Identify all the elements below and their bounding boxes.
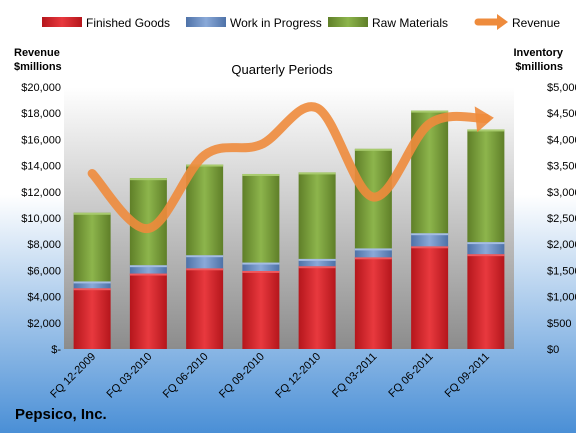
- work-in-progress-bar: [411, 233, 449, 247]
- finished-goods-bar-top-edge: [242, 270, 280, 273]
- left-axis-tick-label: $4,000: [27, 292, 61, 304]
- work-in-progress-bar: [186, 255, 224, 269]
- left-axis-tick-label: $8,000: [27, 239, 61, 251]
- left-axis-title-line2: $millions: [14, 61, 62, 73]
- left-axis-tick-label: $14,000: [21, 161, 61, 173]
- raw-materials-bar-top-edge: [467, 129, 505, 132]
- legend: Finished Goods Work in Progress Raw Materi…: [42, 14, 560, 30]
- raw-materials-bar: [298, 172, 336, 259]
- finished-goods-bar: [298, 266, 336, 349]
- right-axis-tick-label: $3,000: [547, 187, 576, 199]
- legend-raw-materials-swatch: [328, 17, 368, 27]
- left-axis-tick-label: $18,000: [21, 108, 61, 120]
- work-in-progress-bar: [242, 262, 280, 271]
- work-in-progress-bar-top-edge: [186, 255, 224, 258]
- finished-goods-bar-top-edge: [354, 257, 392, 260]
- chart-subtitle: Quarterly Periods: [231, 62, 333, 77]
- left-axis-tick-label: $2,000: [27, 318, 61, 330]
- finished-goods-bar-top-edge: [298, 266, 336, 269]
- work-in-progress-bar: [129, 265, 167, 274]
- raw-materials-bar-top-edge: [411, 110, 449, 113]
- work-in-progress-bar-top-edge: [242, 262, 280, 265]
- finished-goods-bar-top-edge: [186, 268, 224, 271]
- raw-materials-bar-top-edge: [73, 212, 111, 215]
- right-axis-tick-label: $5,000: [547, 82, 576, 94]
- left-axis-tick-label: $6,000: [27, 265, 61, 277]
- left-axis-tick-label: $-: [51, 344, 61, 356]
- right-axis-tick-label: $2,500: [547, 213, 576, 225]
- work-in-progress-bar-top-edge: [298, 258, 336, 261]
- work-in-progress-bar-top-edge: [129, 265, 167, 268]
- finished-goods-bar-top-edge: [129, 273, 167, 276]
- right-axis-tick-label: $500: [547, 318, 571, 330]
- right-axis-tick-label: $3,500: [547, 161, 576, 173]
- revenue-line-layer: [87, 102, 494, 233]
- left-axis: $- $2,000 $4,000 $6,000 $8,000 $10,000 $12,000…: [21, 82, 61, 356]
- legend-finished-goods-swatch: [42, 17, 82, 27]
- right-axis: $0 $500 $1,000 $1,500 $2,000 $2,500 $3,000 $3,5…: [547, 82, 576, 356]
- raw-materials-bar-top-edge: [186, 164, 224, 167]
- finished-goods-bar: [129, 273, 167, 349]
- raw-materials-bar: [242, 173, 280, 263]
- finished-goods-bar: [467, 254, 505, 349]
- work-in-progress-bar-top-edge: [411, 233, 449, 236]
- legend-revenue-arrowhead: [497, 14, 508, 30]
- finished-goods-bar-top-edge: [411, 246, 449, 249]
- work-in-progress-bar: [73, 281, 111, 289]
- revenue-line-arrowhead: [474, 106, 494, 133]
- raw-materials-bar-top-edge: [129, 178, 167, 181]
- work-in-progress-bar: [354, 248, 392, 258]
- finished-goods-bar: [186, 268, 224, 349]
- raw-materials-bar: [467, 129, 505, 243]
- raw-materials-bar-top-edge: [242, 173, 280, 176]
- right-axis-tick-label: $2,000: [547, 239, 576, 251]
- left-axis-tick-label: $10,000: [21, 213, 61, 225]
- revenue-line: [87, 102, 491, 233]
- right-axis-tick-label: $4,500: [547, 108, 576, 120]
- left-axis-tick-label: $16,000: [21, 134, 61, 146]
- left-axis-title-line1: Revenue: [14, 47, 60, 59]
- raw-materials-bar-top-edge: [354, 148, 392, 151]
- work-in-progress-bar: [298, 258, 336, 267]
- right-axis-tick-label: $0: [547, 344, 559, 356]
- work-in-progress-bar-top-edge: [354, 248, 392, 251]
- right-axis-title-line1: Inventory: [513, 47, 563, 59]
- legend-work-in-progress-label: Work in Progress: [230, 16, 322, 30]
- work-in-progress-bar-top-edge: [467, 242, 505, 245]
- raw-materials-bar-top-edge: [298, 172, 336, 175]
- raw-materials-bar: [186, 164, 224, 256]
- legend-finished-goods-label: Finished Goods: [86, 16, 170, 30]
- right-axis-tick-label: $4,000: [547, 134, 576, 146]
- company-name: Pepsico, Inc.: [15, 406, 107, 423]
- bar-group: [73, 110, 505, 349]
- finished-goods-bar: [73, 288, 111, 349]
- raw-materials-bar: [73, 212, 111, 282]
- legend-revenue-label: Revenue: [512, 16, 560, 30]
- finished-goods-bar: [411, 246, 449, 349]
- finished-goods-bar: [354, 257, 392, 349]
- left-axis-tick-label: $20,000: [21, 82, 61, 94]
- right-axis-title-line2: $millions: [515, 61, 563, 73]
- finished-goods-bar-top-edge: [467, 254, 505, 257]
- right-axis-tick-label: $1,000: [547, 292, 576, 304]
- right-axis-tick-label: $1,500: [547, 265, 576, 277]
- work-in-progress-bar-top-edge: [73, 281, 111, 284]
- finished-goods-bar-top-edge: [73, 288, 111, 291]
- left-axis-tick-label: $12,000: [21, 187, 61, 199]
- work-in-progress-bar: [467, 242, 505, 255]
- legend-work-in-progress-swatch: [186, 17, 226, 27]
- finished-goods-bar: [242, 270, 280, 349]
- legend-raw-materials-label: Raw Materials: [372, 16, 448, 30]
